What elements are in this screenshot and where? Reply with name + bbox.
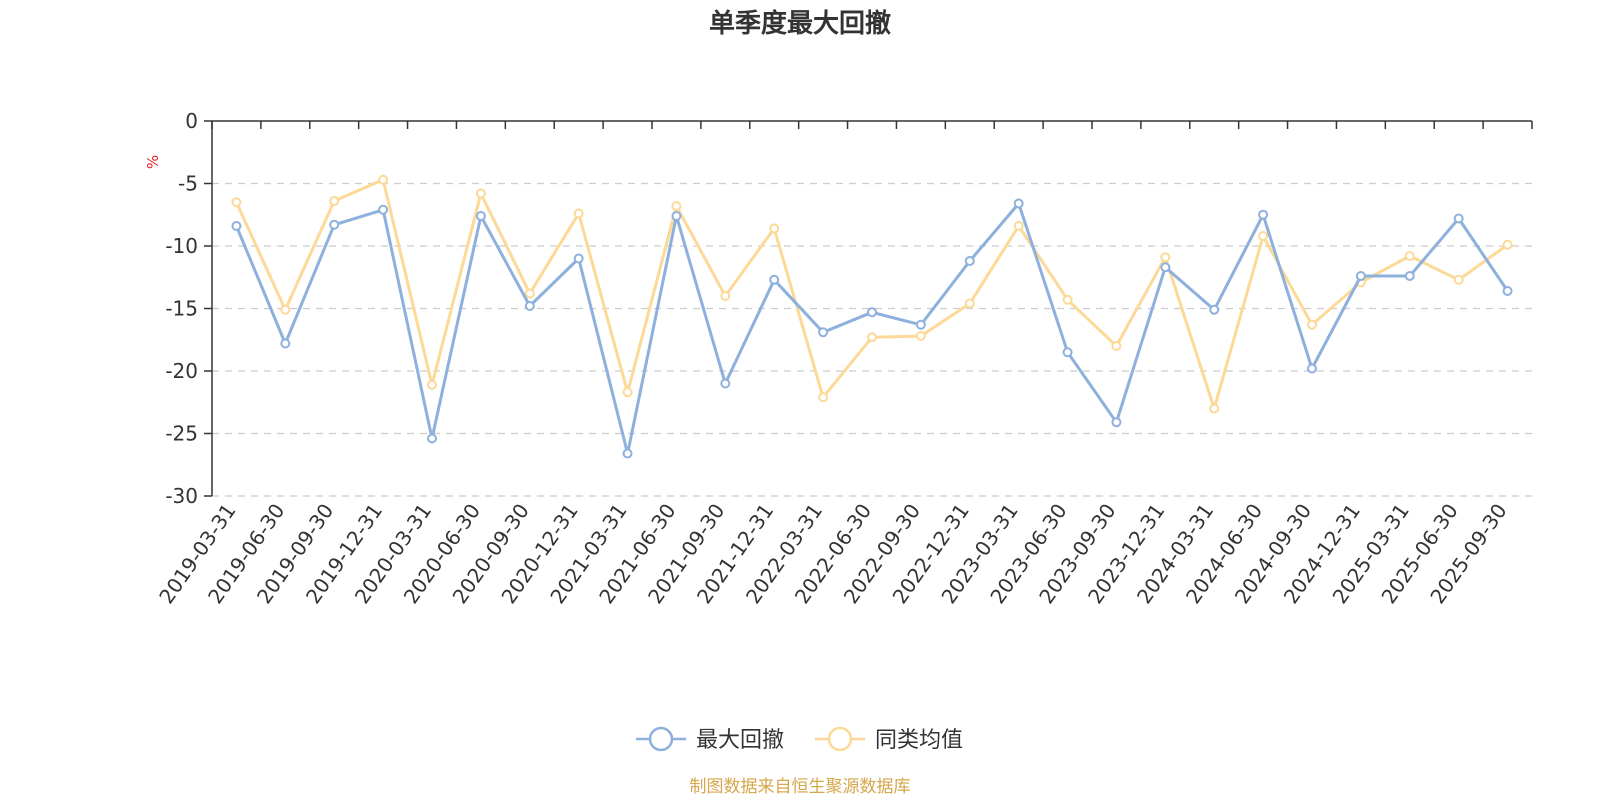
data-point [524,301,535,311]
data-point [524,288,535,299]
data-point [1062,294,1073,305]
data-point [1111,341,1122,351]
legend: 最大回撤 同类均值 [636,726,963,753]
data-point [1453,213,1464,224]
data-point [231,221,242,231]
data-point [378,204,389,215]
data-point [1013,221,1024,231]
data-point [1160,252,1171,263]
data-point [231,197,242,208]
data-point [867,307,877,318]
source-note: 制图数据来自恒生聚源数据库 [690,777,911,797]
y-tick-label: 0 [185,109,198,133]
y-tick-label: -25 [165,422,198,446]
series-lines [231,174,1513,459]
data-point [1404,251,1415,261]
data-point [329,196,340,206]
data-point [573,253,584,264]
y-axis-unit-label: % [144,155,162,169]
series-line [235,178,1509,410]
data-point [964,298,975,309]
data-point [1062,347,1073,358]
legend-label: 最大回撤 [696,728,784,753]
data-point [1160,262,1171,273]
data-point [329,219,340,230]
legend-symbol-marker [827,726,853,752]
legend-item[interactable]: 最大回撤 [636,726,784,753]
data-point [475,211,486,221]
data-point [475,188,486,199]
data-point [1307,319,1317,330]
data-point [769,223,780,234]
data-point [427,433,437,444]
data-point [1355,271,1366,281]
chart-title: 单季度最大回撤 [709,8,891,39]
data-point [1453,274,1464,285]
legend-label: 同类均值 [875,728,963,753]
series-1 [231,198,1513,459]
data-point [1209,403,1220,414]
data-point [280,338,291,349]
data-point [915,331,926,341]
y-tick-label: -15 [165,297,198,321]
data-point [671,201,682,211]
data-point [1258,209,1269,220]
data-point [818,392,829,403]
data-point [818,327,829,338]
data-point [1209,304,1220,315]
y-tick-label: -30 [165,484,198,508]
data-point [1502,239,1513,250]
data-point [915,319,926,330]
data-point [427,379,437,390]
data-point [720,291,731,301]
data-point [1307,363,1317,374]
data-point [1013,198,1024,209]
y-tick-label: -5 [178,172,198,196]
series-2 [231,174,1513,414]
data-point [378,174,389,185]
data-point [1404,271,1415,281]
data-point [964,256,975,266]
data-point [1111,417,1122,428]
data-point [1258,231,1269,241]
y-tick-label: -10 [165,234,198,258]
data-point [867,332,877,343]
data-point [720,378,731,389]
y-tick-label: -20 [165,359,198,383]
legend-item[interactable]: 同类均值 [815,726,963,753]
data-point [622,448,633,459]
data-point [769,274,780,285]
legend-symbol-marker [648,726,674,752]
data-point [573,208,584,219]
data-point [671,211,682,221]
data-point [1502,286,1513,296]
data-point [622,387,633,398]
series-line [235,202,1509,455]
data-point [280,304,291,315]
